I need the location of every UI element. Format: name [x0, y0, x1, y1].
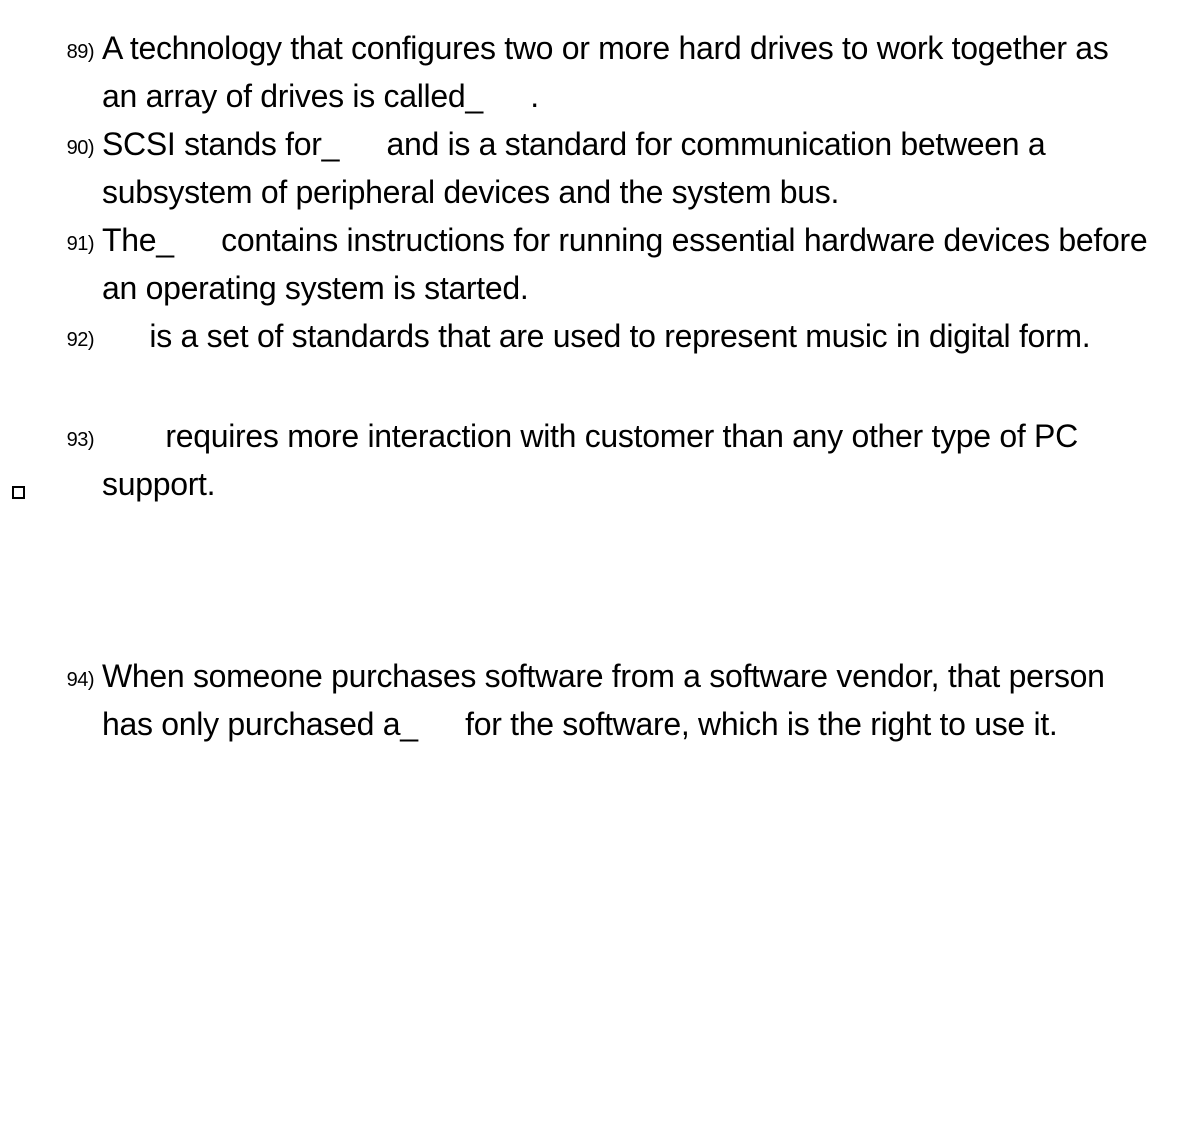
question-text: requires more interaction with customer … [94, 412, 1150, 508]
question-item: 89) A technology that configures two or … [50, 24, 1150, 120]
square-bullet-icon [12, 486, 25, 499]
question-number: 91) [50, 216, 94, 268]
spacer [50, 364, 1150, 412]
question-text: When someone purchases software from a s… [94, 652, 1150, 748]
question-text: SCSI stands for_ and is a standard for c… [94, 120, 1150, 216]
question-number: 90) [50, 120, 94, 172]
question-item: 93) requires more interaction with custo… [50, 412, 1150, 508]
question-item: 90) SCSI stands for_ and is a standard f… [50, 120, 1150, 216]
question-item: 92) is a set of standards that are used … [50, 312, 1150, 364]
question-text: The_ contains instructions for running e… [94, 216, 1150, 312]
question-number: 93) [50, 412, 94, 464]
question-number: 89) [50, 24, 94, 76]
question-text: A technology that configures two or more… [94, 24, 1150, 120]
question-item: 94) When someone purchases software from… [50, 652, 1150, 748]
question-item: 91) The_ contains instructions for runni… [50, 216, 1150, 312]
question-number: 94) [50, 652, 94, 704]
spacer [50, 508, 1150, 652]
question-number: 92) [50, 312, 94, 364]
question-text: is a set of standards that are used to r… [94, 312, 1090, 360]
question-list: 89) A technology that configures two or … [0, 0, 1200, 788]
